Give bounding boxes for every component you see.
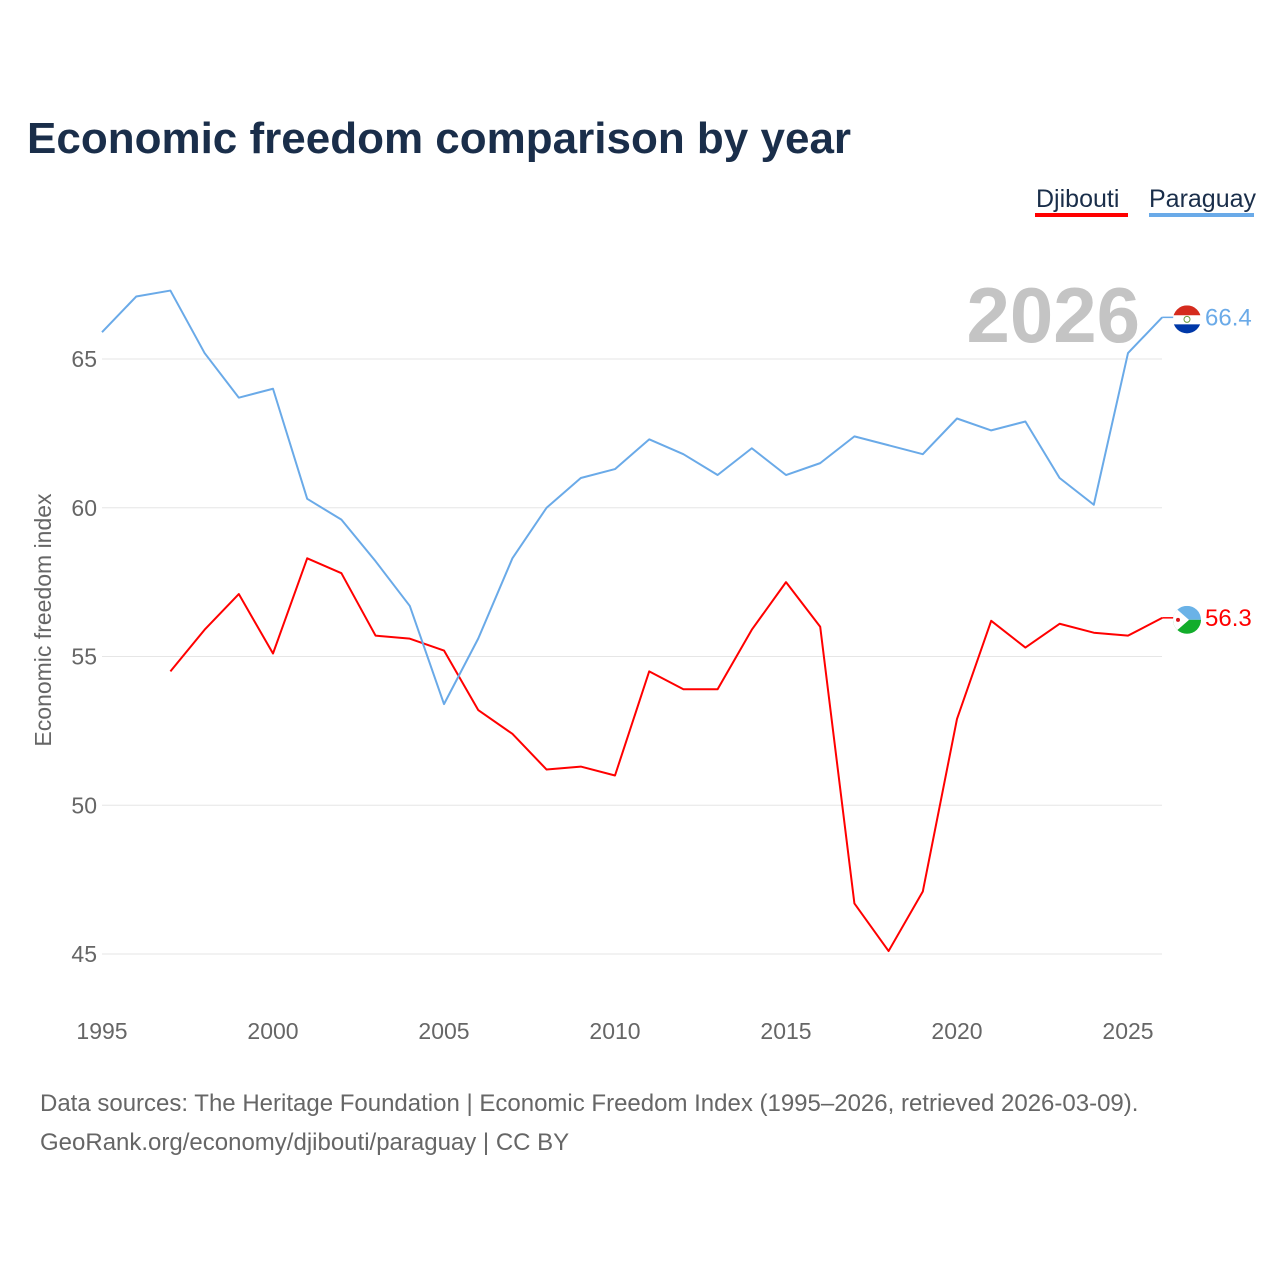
y-tick-label: 55: [71, 644, 97, 670]
y-tick-label: 45: [71, 941, 97, 967]
series-line-djibouti: [169, 557, 1163, 953]
x-tick-label: 2015: [760, 1018, 811, 1044]
y-axis: 45 50 55 60 65: [71, 346, 97, 967]
grid: [102, 358, 1162, 955]
y-axis-label: Economic freedom index: [30, 493, 56, 747]
x-tick-label: 1995: [76, 1018, 127, 1044]
x-tick-label: 2000: [247, 1018, 298, 1044]
x-axis: 1995 2000 2005 2010 2015 2020 2025: [76, 1018, 1153, 1044]
y-tick-label: 60: [71, 495, 97, 521]
x-tick-label: 2020: [931, 1018, 982, 1044]
end-value-djibouti: 56.3: [1205, 605, 1252, 632]
chart-title: Economic freedom comparison by year: [27, 114, 851, 163]
y-tick-label: 65: [71, 346, 97, 372]
x-tick-label: 2005: [418, 1018, 469, 1044]
source-line: Data sources: The Heritage Foundation | …: [40, 1090, 1138, 1117]
legend-djibouti-swatch: [1035, 213, 1128, 217]
x-tick-label: 2010: [589, 1018, 640, 1044]
paraguay-flag-icon: [1173, 305, 1201, 334]
series-line-paraguay: [101, 289, 1163, 706]
legend[interactable]: Djibouti Paraguay: [1035, 185, 1257, 217]
legend-djibouti[interactable]: Djibouti: [1036, 185, 1119, 213]
legend-paraguay-swatch: [1149, 213, 1254, 217]
end-value-paraguay: 66.4: [1205, 304, 1252, 331]
x-tick-label: 2025: [1102, 1018, 1153, 1044]
djibouti-flag-icon: [1173, 605, 1201, 634]
attribution-line: GeoRank.org/economy/djibouti/paraguay | …: [40, 1129, 569, 1156]
y-tick-label: 50: [71, 792, 97, 818]
series: 56.3 66.4: [101, 289, 1252, 953]
highlight-year: 2026: [966, 271, 1140, 359]
legend-paraguay[interactable]: Paraguay: [1149, 185, 1257, 213]
